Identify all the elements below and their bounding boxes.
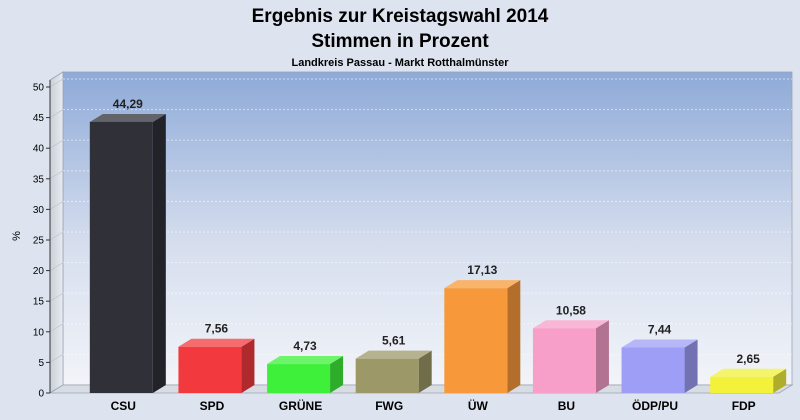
bar-csu: 44,29 [89,97,166,394]
x-axis: CSU SPD GRÜNE FWG ÜW BU ÖDP/PU FDP [111,398,756,413]
value-label: 44,29 [113,97,143,111]
value-label: 10,58 [556,303,586,317]
value-label: 4,73 [293,339,317,353]
bar-front [621,347,685,393]
gridline-side [49,201,64,210]
x-tick-label: ÜW [468,398,489,413]
x-tick-label: BU [558,399,575,413]
bar-side [773,368,787,393]
y-axis: 0 5 10 15 20 25 30 35 40 45 50 [33,80,51,400]
x-tick-label: SPD [200,399,225,413]
bars: 44,29 7,56 4,73 5,61 17,13 10,58 7,44 2,65 [89,97,787,394]
bar-front [444,288,508,393]
bar-side [418,350,432,393]
bar-ödp/pu: 7,44 [621,322,698,393]
gridline-side [49,231,64,241]
y-tick-label: 40 [33,144,45,155]
bar-front [710,376,774,393]
bar-top [444,280,521,289]
chart-title-line2: Stimmen in Prozent [311,31,489,52]
x-tick-label: FWG [375,399,403,413]
x-tick-label: GRÜNE [279,398,322,413]
gridline-side [49,323,64,333]
y-axis-label: % [11,231,23,241]
chart-header: Ergebnis zur Kreistagswahl 2014 Stimmen … [252,6,549,69]
bar-top [267,356,344,365]
bar-front [89,121,153,394]
chart-title: Ergebnis zur Kreistagswahl 2014 [252,6,549,27]
value-label: 2,65 [737,352,761,366]
y-tick-label: 5 [38,358,44,369]
plot-side-wall [49,71,64,394]
x-tick-label: FDP [732,399,756,413]
bar-front [267,364,331,393]
bar-side [241,338,255,393]
bar-bu: 10,58 [532,303,609,393]
y-tick-label: 20 [33,266,45,277]
y-tick-label: 50 [33,83,45,94]
bar-side [595,320,609,393]
x-tick-label: ÖDP/PU [632,398,678,413]
bar-top [89,113,166,122]
bar-side [507,280,521,393]
y-tick-label: 15 [33,297,45,308]
bar-side [684,339,698,393]
bar-front [355,358,419,393]
value-label: 17,13 [467,263,497,277]
gridline-side [49,139,64,149]
bar-top [355,350,432,359]
y-tick-label: 10 [33,327,45,338]
bar-spd: 7,56 [178,322,255,393]
bar-top [710,368,787,377]
y-tick-label: 30 [33,205,45,216]
plot-area [48,71,794,394]
y-tick-label: 0 [38,389,44,400]
bar-front [178,346,242,393]
bar-front [532,328,596,393]
plot-back-wall [62,71,793,386]
bar-fwg: 5,61 [355,334,432,393]
bar-top [532,320,609,329]
value-label: 7,56 [205,322,229,336]
bar-üw: 17,13 [444,263,521,393]
value-label: 5,61 [382,334,406,348]
gridline-side [49,262,64,271]
chart-subtitle: Landkreis Passau - Markt Rotthalmünster [291,57,509,69]
y-tick-label: 25 [33,236,45,247]
y-tick-label: 45 [33,113,45,124]
gridline-side [49,109,64,118]
bar-top [178,338,255,347]
y-tick-label: 35 [33,174,45,185]
gridline-side [49,170,64,180]
bar-side [330,356,344,393]
gridline-side [49,292,64,302]
bar-side [152,113,166,394]
bar-fdp: 2,65 [710,352,787,393]
bar-grüne: 4,73 [267,339,344,393]
gridline-side [49,78,64,88]
value-label: 7,44 [648,322,672,336]
gridline-side [49,354,64,363]
x-tick-label: CSU [111,399,136,413]
bar-top [621,339,698,348]
